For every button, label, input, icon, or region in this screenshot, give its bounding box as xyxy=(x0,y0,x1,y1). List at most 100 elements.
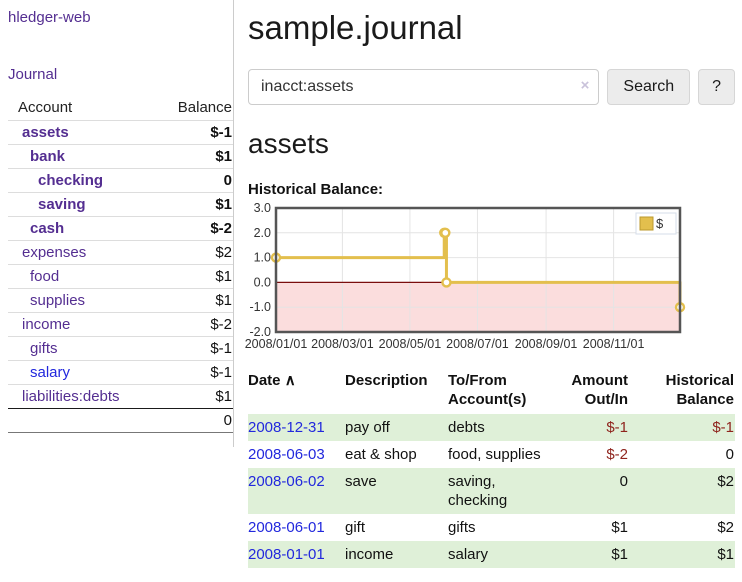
account-link[interactable]: salary xyxy=(30,364,71,381)
transaction-row: 2008-12-31 pay off debts $-1 $-1 xyxy=(248,414,735,441)
account-link[interactable]: saving xyxy=(38,196,86,213)
transaction-amount: $1 xyxy=(611,519,628,536)
account-balance: $-2 xyxy=(210,220,232,237)
register-header-date[interactable]: Date ∧ xyxy=(248,372,296,389)
account-row: gifts $-1 xyxy=(8,336,233,361)
transaction-date-link[interactable]: 2008-06-03 xyxy=(248,446,325,463)
account-link[interactable]: liabilities:debts xyxy=(22,388,120,405)
transaction-date-link[interactable]: 2008-06-02 xyxy=(248,473,325,490)
accounts-total-value: 0 xyxy=(223,412,232,429)
account-balance: 0 xyxy=(223,172,232,189)
transaction-description: gift xyxy=(345,519,366,536)
page-title: sample.journal xyxy=(248,9,463,46)
register-header-accounts: To/From Account(s) xyxy=(448,372,527,408)
transaction-row: 2008-06-03 eat & shop food, supplies $-2 0 xyxy=(248,441,735,468)
accounts-header-row: Account Balance xyxy=(8,96,233,121)
sort-ascending-icon: ∧ xyxy=(284,372,296,389)
sidebar-divider xyxy=(233,0,234,447)
clear-search-icon[interactable]: × xyxy=(580,77,590,94)
help-button[interactable]: ? xyxy=(698,69,735,105)
register-header-description: Description xyxy=(345,372,428,389)
transaction-description: pay off xyxy=(345,419,390,436)
search-button[interactable]: Search xyxy=(607,69,691,105)
transaction-amount: 0 xyxy=(619,473,628,490)
account-row: food $1 xyxy=(8,264,233,289)
account-link[interactable]: assets xyxy=(22,124,69,141)
account-row: checking 0 xyxy=(8,168,233,193)
account-link[interactable]: cash xyxy=(30,220,65,237)
transaction-row: 2008-06-01 gift gifts $1 $2 xyxy=(248,514,735,541)
transaction-amount: $-2 xyxy=(606,446,628,463)
svg-text:-2.0: -2.0 xyxy=(249,325,271,339)
brand-link[interactable]: hledger-web xyxy=(8,9,91,26)
accounts-header-account: Account xyxy=(18,99,73,116)
svg-text:3.0: 3.0 xyxy=(254,201,271,215)
transaction-accounts: saving, checking xyxy=(448,473,508,509)
legend-swatch-icon xyxy=(639,216,654,231)
account-balance: $-1 xyxy=(210,340,232,357)
transaction-balance: $2 xyxy=(717,519,734,536)
transaction-accounts: debts xyxy=(448,419,485,436)
register-header-balance: Historical Balance xyxy=(665,372,734,408)
transaction-amount: $1 xyxy=(611,546,628,563)
nav-journal-link[interactable]: Journal xyxy=(8,66,58,83)
accounts-table: Account Balance assets $-1 bank $1 checking 0… xyxy=(8,96,233,433)
transaction-accounts: salary xyxy=(448,546,489,563)
account-link[interactable]: bank xyxy=(30,148,66,165)
svg-text:0.0: 0.0 xyxy=(254,275,271,289)
account-row: saving $1 xyxy=(8,192,233,217)
account-row: supplies $1 xyxy=(8,288,233,313)
account-balance: $-2 xyxy=(210,316,232,333)
svg-text:2008/05/01: 2008/05/01 xyxy=(379,337,442,351)
account-row: liabilities:debts $1 xyxy=(8,384,233,409)
svg-text:-1.0: -1.0 xyxy=(249,300,271,314)
account-link[interactable]: expenses xyxy=(22,244,87,261)
svg-text:2008/09/01: 2008/09/01 xyxy=(515,337,578,351)
account-balance: $2 xyxy=(215,244,232,261)
account-balance: $1 xyxy=(215,196,232,213)
transaction-date-link[interactable]: 2008-12-31 xyxy=(248,419,325,436)
transaction-balance: 0 xyxy=(725,446,734,463)
search-input[interactable] xyxy=(248,69,600,105)
transaction-balance: $1 xyxy=(717,546,734,563)
transaction-accounts: gifts xyxy=(448,519,476,536)
account-link[interactable]: food xyxy=(30,268,60,285)
account-heading: assets xyxy=(248,128,329,159)
account-link[interactable]: income xyxy=(22,316,71,333)
register-table: Date ∧ Description To/From Account(s) Amo… xyxy=(248,369,735,568)
transaction-date-link[interactable]: 2008-06-01 xyxy=(248,519,325,536)
svg-text:2008/11/01: 2008/11/01 xyxy=(583,337,645,351)
account-balance: $-1 xyxy=(210,364,232,381)
transaction-accounts: food, supplies xyxy=(448,446,541,463)
account-row: salary $-1 xyxy=(8,360,233,385)
account-balance: $1 xyxy=(215,268,232,285)
account-balance: $1 xyxy=(215,388,232,405)
search-form: × Search ? xyxy=(248,69,735,105)
accounts-header-balance: Balance xyxy=(177,99,232,116)
account-balance: $1 xyxy=(215,292,232,309)
transaction-amount: $-1 xyxy=(606,419,628,436)
account-balance: $1 xyxy=(215,148,232,165)
svg-text:1.0: 1.0 xyxy=(254,251,271,265)
svg-text:2008/01/01: 2008/01/01 xyxy=(245,337,308,351)
transaction-description: income xyxy=(345,546,394,563)
transaction-balance: $2 xyxy=(717,473,734,490)
account-row: income $-2 xyxy=(8,312,233,337)
historical-balance-chart: $3.0 2.0 1.0 0.0 -1.0 -2.0 2008/01/01 2008/03/0… xyxy=(245,201,735,355)
sidebar: hledger-web Journal Account Balance asse… xyxy=(8,0,233,433)
transaction-date-link[interactable]: 2008-01-01 xyxy=(248,546,325,563)
accounts-total-row: 0 xyxy=(8,408,233,433)
svg-text:2008/03/01: 2008/03/01 xyxy=(311,337,374,351)
svg-text:2.0: 2.0 xyxy=(254,226,271,240)
account-link[interactable]: gifts xyxy=(30,340,58,357)
main-content: sample.journal × Search ? assets Histori… xyxy=(245,0,735,568)
account-row: bank $1 xyxy=(8,144,233,169)
account-link[interactable]: checking xyxy=(38,172,104,189)
account-row: assets $-1 xyxy=(8,120,233,145)
svg-text:2008/07/01: 2008/07/01 xyxy=(446,337,509,351)
account-row: expenses $2 xyxy=(8,240,233,265)
account-link[interactable]: supplies xyxy=(30,292,86,309)
chart-title: Historical Balance: xyxy=(248,181,384,198)
transaction-row: 2008-06-02 save saving, checking 0 $2 xyxy=(248,468,735,514)
account-row: cash $-2 xyxy=(8,216,233,241)
